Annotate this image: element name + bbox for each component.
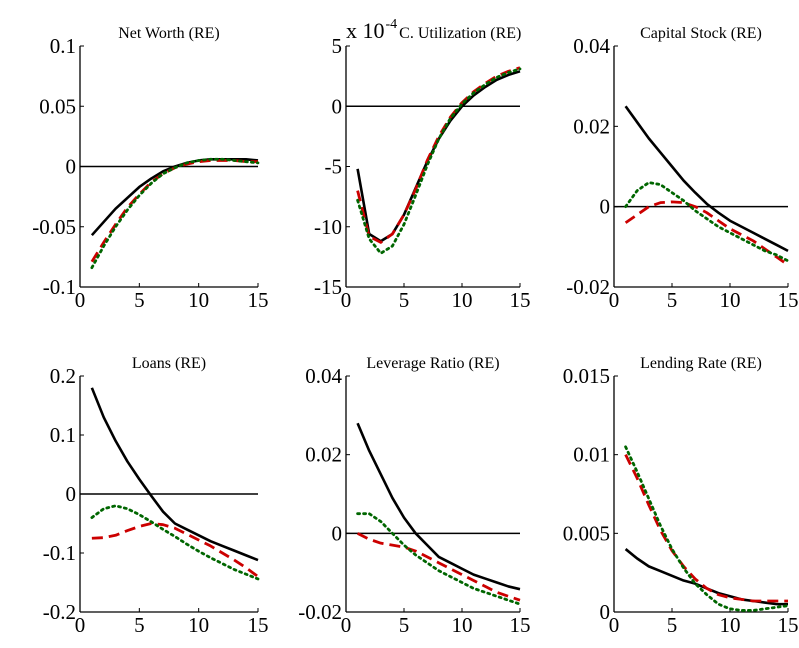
- y-tick-label: 0.1: [50, 34, 76, 58]
- x-tick-label: 0: [341, 613, 352, 637]
- series-line-dashed: [624, 200, 789, 267]
- series-line-dotted: [90, 157, 260, 270]
- y-tick-label: 0.015: [563, 364, 610, 388]
- y-tick-label: -0.02: [298, 600, 342, 624]
- y-tick-label: 0.1: [50, 423, 76, 447]
- subplot-title: Net Worth (RE): [118, 25, 220, 42]
- subplot-title: Lending Rate (RE): [640, 355, 762, 372]
- y-multiplier-exponent: -4: [386, 17, 398, 32]
- y-tick-label: -0.2: [43, 600, 76, 624]
- x-tick-label: 10: [720, 613, 741, 637]
- x-tick-label: 10: [188, 613, 209, 637]
- y-tick-label: -0.1: [43, 541, 76, 565]
- subplot-4: Loans (RE) 0 5 10 15 -0.2 -0.1 0 0.1 0.2: [43, 355, 269, 637]
- subplot-title: Leverage Ratio (RE): [366, 355, 499, 372]
- series-line-dotted: [356, 512, 522, 606]
- x-tick-label: 0: [609, 613, 620, 637]
- series-line-dashed: [356, 66, 521, 244]
- y-tick-label: 0.04: [305, 364, 342, 388]
- x-tick-label: 10: [452, 613, 473, 637]
- series-line-dashed: [91, 522, 259, 578]
- y-tick-label: 0.02: [305, 443, 342, 467]
- y-tick-label: 5: [332, 34, 343, 58]
- x-tick-label: 15: [778, 288, 799, 312]
- x-tick-label: 5: [134, 288, 145, 312]
- x-tick-label: 5: [134, 613, 145, 637]
- y-tick-label: 0: [66, 155, 77, 179]
- series-line-dotted: [624, 445, 790, 612]
- x-tick-label: 0: [75, 288, 86, 312]
- series-line-dashed: [624, 454, 788, 603]
- y-tick-label: 0.005: [563, 521, 610, 545]
- x-tick-label: 15: [248, 613, 269, 637]
- y-tick-label: 0: [600, 600, 611, 624]
- subplot-6: Lending Rate (RE) 0 5 10 15 0 0.005 0.01 0.015: [563, 355, 799, 637]
- x-tick-label: 10: [452, 288, 473, 312]
- subplot-title: C. Utilization (RE): [399, 25, 521, 42]
- y-tick-label: 0: [332, 94, 343, 118]
- y-tick-label: 0.01: [573, 443, 610, 467]
- x-tick-label: 15: [510, 288, 531, 312]
- series-line-dashed: [356, 532, 521, 602]
- x-tick-label: 5: [667, 613, 678, 637]
- series-line-solid: [356, 422, 521, 591]
- x-tick-label: 0: [341, 288, 352, 312]
- y-tick-label: 0.05: [39, 94, 76, 118]
- y-tick-label: 0: [66, 482, 77, 506]
- subplot-1: Net Worth (RE) 0 5 10 15 -0.1 -0.05 0 0.05 0.1: [32, 25, 268, 312]
- x-tick-label: 10: [188, 288, 209, 312]
- y-tick-label: -0.05: [32, 215, 76, 239]
- x-tick-label: 5: [399, 613, 410, 637]
- subplot-title: Loans (RE): [132, 355, 206, 372]
- y-multiplier: x 10: [346, 18, 385, 43]
- series-line-solid: [356, 70, 521, 243]
- y-tick-label: -0.02: [566, 275, 610, 299]
- y-tick-label: -10: [314, 215, 342, 239]
- y-tick-label: 0.04: [573, 34, 610, 58]
- x-tick-label: 10: [720, 288, 741, 312]
- y-tick-label: 0: [600, 195, 611, 219]
- x-tick-label: 15: [248, 288, 269, 312]
- subplot-title: Capital Stock (RE): [640, 25, 762, 42]
- x-tick-label: 5: [399, 288, 410, 312]
- series-line-dotted: [90, 504, 260, 581]
- series-line-dotted: [624, 181, 790, 263]
- x-tick-label: 0: [609, 288, 620, 312]
- series-line-solid: [624, 105, 789, 253]
- series-line-dashed: [90, 159, 258, 263]
- y-tick-label: -15: [314, 275, 342, 299]
- subplot-2: C. Utilization (RE) x 10 -4 0 5 10 15 -15 -10 -5 0…: [314, 17, 531, 312]
- x-tick-label: 15: [510, 613, 531, 637]
- y-tick-label: 0.2: [50, 364, 76, 388]
- x-tick-label: 5: [667, 288, 678, 312]
- y-tick-label: 0.02: [573, 114, 610, 138]
- series-line-solid: [90, 387, 259, 562]
- y-tick-label: -0.1: [43, 275, 76, 299]
- series-line-dotted: [356, 67, 522, 255]
- y-tick-label: -5: [325, 155, 343, 179]
- x-tick-label: 0: [75, 613, 86, 637]
- x-tick-label: 15: [778, 613, 799, 637]
- y-tick-label: 0: [332, 521, 343, 545]
